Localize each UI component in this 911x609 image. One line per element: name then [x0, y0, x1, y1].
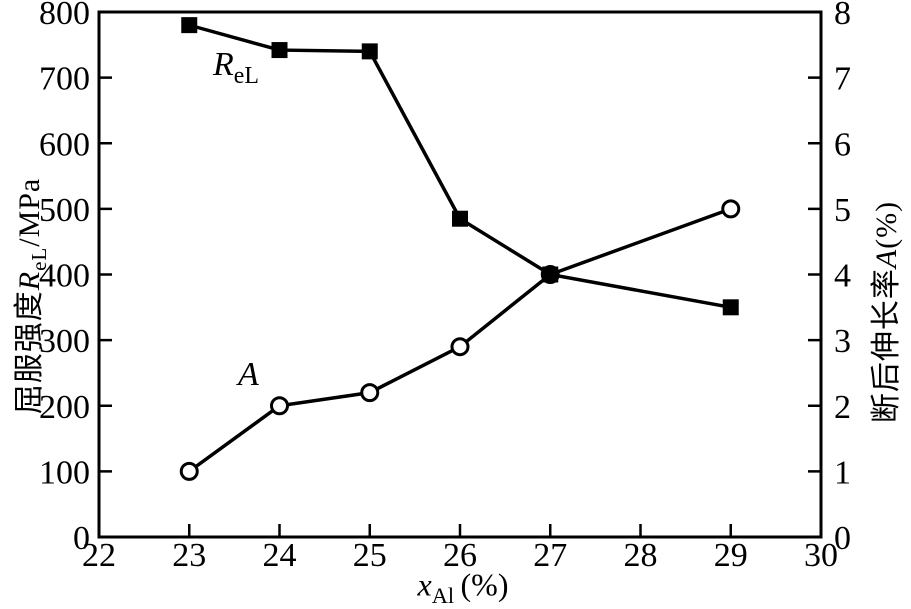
series-line-elongation-A: [188, 207, 732, 473]
series-annotation-ReL-symbol: R: [213, 46, 234, 83]
left-axis-tick-label: 0: [73, 520, 90, 557]
marker-filled-square: [181, 17, 198, 34]
left-y-axis-label: 屈服强度ReL/MPa: [4, 177, 51, 415]
x-axis-tick-label: 22: [82, 537, 116, 574]
left-axis-tick-label: 800: [39, 0, 90, 32]
marker-filled-square: [271, 42, 288, 59]
x-axis-symbol: x: [417, 566, 432, 603]
left-axis-tick-label: 600: [39, 126, 90, 163]
right-axis-tick-label: 7: [834, 61, 851, 98]
marker-filled-square: [722, 299, 739, 316]
right-axis-tick-label: 5: [834, 192, 851, 229]
left-y-axis-symbol: R: [13, 270, 46, 291]
x-axis-tick-label: 28: [624, 537, 658, 574]
marker-filled-square: [361, 43, 378, 60]
x-axis-tick-label: 27: [533, 537, 567, 574]
x-axis-tick-label: 24: [263, 537, 297, 574]
x-axis-tick-label: 23: [172, 537, 206, 574]
series-line-yield-strength-ReL: [188, 23, 732, 310]
right-axis-tick-label: 6: [834, 126, 851, 163]
right-y-axis-label: 断后伸长率A(%): [861, 201, 905, 423]
left-y-axis-unit: /MPa: [13, 177, 46, 247]
series-annotation-A-symbol: A: [238, 356, 259, 393]
right-y-axis-label-cn: 断后伸长率: [870, 268, 903, 424]
marker-open-circle: [179, 461, 199, 481]
right-axis-tick-label: 2: [834, 389, 851, 426]
left-axis-tick-label: 500: [39, 192, 90, 229]
series-annotation-ReL: ReL: [213, 46, 259, 88]
series-annotation-ReL-sub: eL: [233, 62, 259, 89]
left-y-axis-symbol-sub: eL: [27, 246, 51, 271]
marker-open-circle: [721, 199, 741, 219]
right-axis-tick-label: 8: [834, 0, 851, 32]
x-axis-tick-label: 29: [714, 537, 748, 574]
marker-open-circle: [450, 337, 470, 357]
right-y-axis-unit: (%): [870, 200, 903, 249]
left-y-axis-label-cn: 屈服强度: [13, 290, 46, 415]
x-axis-tick-label: 25: [353, 537, 387, 574]
left-axis-tick-label: 700: [39, 61, 90, 98]
right-axis-tick-label: 3: [834, 323, 851, 360]
right-axis-tick-label: 0: [834, 520, 851, 557]
right-axis-tick-label: 4: [834, 258, 851, 295]
series-annotation-A: A: [238, 356, 259, 394]
marker-open-circle: [270, 396, 289, 416]
left-axis-tick-label: 400: [39, 258, 90, 295]
left-axis-tick-label: 100: [39, 454, 90, 491]
marker-filled-square: [452, 210, 468, 227]
right-axis-tick-label: 1: [834, 454, 851, 491]
x-axis-label: xAl (%): [417, 566, 509, 607]
left-axis-tick-label: 300: [39, 323, 90, 360]
x-axis-symbol-sub: Al: [431, 582, 455, 608]
marker-filled-square: [542, 266, 559, 283]
marker-open-circle: [360, 383, 380, 403]
x-axis-tick-label: 26: [443, 537, 477, 574]
right-y-axis-symbol: A: [870, 248, 903, 269]
left-axis-tick-label: 200: [39, 389, 90, 426]
x-axis-tick-label: 30: [804, 537, 838, 574]
x-axis-unit: (%): [460, 566, 509, 603]
